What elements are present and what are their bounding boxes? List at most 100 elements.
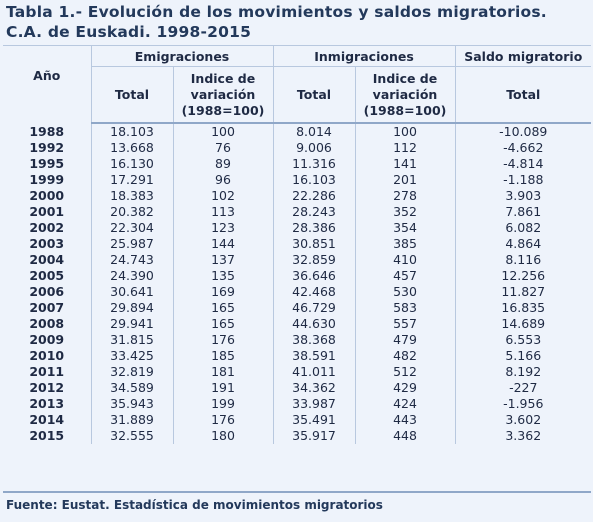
cell-in-idx: 201 xyxy=(354,172,456,188)
cell-em-idx: 123 xyxy=(172,220,273,236)
cell-year: 2003 xyxy=(29,236,65,251)
cell-in-total: 28.386 xyxy=(272,220,355,236)
table-row: 2008 29.941 165 44.630 557 14.689 xyxy=(3,316,592,332)
cell-in-total: 46.729 xyxy=(272,300,355,316)
cell-em-total: 32.555 xyxy=(90,428,173,444)
cell-saldo: 3.903 xyxy=(454,188,592,204)
cell-year: 2007 xyxy=(29,300,65,315)
cell-saldo: -227 xyxy=(454,380,592,396)
cell-year: 2010 xyxy=(29,348,65,363)
migration-table: Año Emigraciones Inmigraciones Saldo mig… xyxy=(3,46,592,444)
cell-em-idx: 169 xyxy=(172,284,273,300)
table-row: 2002 22.304 123 28.386 354 6.082 xyxy=(3,220,592,236)
cell-em-total: 20.382 xyxy=(90,204,173,220)
cell-em-idx: 191 xyxy=(172,380,273,396)
cell-in-idx: 557 xyxy=(354,316,456,332)
table-row: 1995 16.130 89 11.316 141 -4.814 xyxy=(3,156,592,172)
cell-in-idx: 429 xyxy=(354,380,456,396)
table-row: 2014 31.889 176 35.491 443 3.602 xyxy=(3,412,592,428)
table-row: 2010 33.425 185 38.591 482 5.166 xyxy=(3,348,592,364)
cell-year: 2008 xyxy=(29,316,65,331)
cell-saldo: 3.602 xyxy=(454,412,592,428)
header-in-total: Total xyxy=(272,66,355,124)
cell-in-total: 28.243 xyxy=(272,204,355,220)
cell-saldo: 3.362 xyxy=(454,428,592,444)
cell-year: 2004 xyxy=(29,252,65,267)
cell-em-idx: 76 xyxy=(172,140,273,156)
header-year: Año xyxy=(33,68,61,83)
cell-in-total: 41.011 xyxy=(272,364,355,380)
cell-year: 2013 xyxy=(29,396,65,411)
cell-saldo: -10.089 xyxy=(454,123,592,140)
source-footer: Fuente: Eustat. Estadística de movimient… xyxy=(6,498,383,512)
cell-em-total: 31.889 xyxy=(90,412,173,428)
cell-year: 2015 xyxy=(29,428,65,443)
cell-em-idx: 165 xyxy=(172,300,273,316)
table-row: 2003 25.987 144 30.851 385 4.864 xyxy=(3,236,592,252)
cell-em-total: 29.894 xyxy=(90,300,173,316)
cell-year: 1988 xyxy=(29,123,65,139)
cell-em-idx: 113 xyxy=(172,204,273,220)
cell-year: 2012 xyxy=(29,380,65,395)
table-row: 2009 31.815 176 38.368 479 6.553 xyxy=(3,332,592,348)
header-em-indice: Indice de variación (1988=100) xyxy=(172,66,273,124)
cell-saldo: -4.814 xyxy=(454,156,592,172)
cell-in-idx: 583 xyxy=(354,300,456,316)
cell-in-total: 30.851 xyxy=(272,236,355,252)
cell-em-idx: 137 xyxy=(172,252,273,268)
cell-em-idx: 102 xyxy=(172,188,273,204)
cell-em-idx: 176 xyxy=(172,332,273,348)
header-emigraciones: Emigraciones xyxy=(90,46,273,67)
table-row: 2005 24.390 135 36.646 457 12.256 xyxy=(3,268,592,284)
cell-in-total: 34.362 xyxy=(272,380,355,396)
cell-year: 2001 xyxy=(29,204,65,219)
cell-saldo: -4.662 xyxy=(454,140,592,156)
cell-in-total: 11.316 xyxy=(272,156,355,172)
cell-year: 1999 xyxy=(29,172,65,187)
cell-em-idx: 135 xyxy=(172,268,273,284)
cell-em-total: 35.943 xyxy=(90,396,173,412)
header-in-indice: Indice de variación (1988=100) xyxy=(354,66,456,124)
cell-year: 2006 xyxy=(29,284,65,299)
cell-in-total: 38.591 xyxy=(272,348,355,364)
title-line-2: C.A. de Euskadi. 1998-2015 xyxy=(6,23,252,41)
cell-em-total: 31.815 xyxy=(90,332,173,348)
table-row: 2012 34.589 191 34.362 429 -227 xyxy=(3,380,592,396)
cell-in-total: 32.859 xyxy=(272,252,355,268)
header-saldo: Saldo migratorio xyxy=(454,46,592,67)
cell-in-idx: 530 xyxy=(354,284,456,300)
cell-em-total: 16.130 xyxy=(90,156,173,172)
cell-in-idx: 352 xyxy=(354,204,456,220)
cell-in-total: 33.987 xyxy=(272,396,355,412)
cell-saldo: 8.192 xyxy=(454,364,592,380)
cell-year: 2009 xyxy=(29,332,65,347)
cell-em-total: 33.425 xyxy=(90,348,173,364)
cell-em-idx: 165 xyxy=(172,316,273,332)
cell-year: 2011 xyxy=(29,364,65,379)
table-row: 2013 35.943 199 33.987 424 -1.956 xyxy=(3,396,592,412)
cell-saldo: -1.188 xyxy=(454,172,592,188)
cell-em-total: 24.390 xyxy=(90,268,173,284)
cell-year: 1995 xyxy=(29,156,65,171)
cell-saldo: -1.956 xyxy=(454,396,592,412)
cell-in-idx: 410 xyxy=(354,252,456,268)
table-body: 1988 18.103 100 8.014 100 -10.089 1992 13.668 76… xyxy=(3,123,592,444)
cell-saldo: 16.835 xyxy=(454,300,592,316)
cell-em-total: 29.941 xyxy=(90,316,173,332)
cell-year: 2005 xyxy=(29,268,65,283)
table-row: 2001 20.382 113 28.243 352 7.861 xyxy=(3,204,592,220)
cell-em-idx: 199 xyxy=(172,396,273,412)
cell-em-total: 24.743 xyxy=(90,252,173,268)
cell-in-total: 36.646 xyxy=(272,268,355,284)
cell-em-idx: 185 xyxy=(172,348,273,364)
cell-em-idx: 100 xyxy=(172,123,273,140)
table-row: 2007 29.894 165 46.729 583 16.835 xyxy=(3,300,592,316)
cell-em-idx: 96 xyxy=(172,172,273,188)
cell-saldo: 8.116 xyxy=(454,252,592,268)
cell-in-idx: 479 xyxy=(354,332,456,348)
header-inmigraciones: Inmigraciones xyxy=(272,46,456,67)
cell-year: 2014 xyxy=(29,412,65,427)
cell-em-total: 18.383 xyxy=(90,188,173,204)
cell-year: 2002 xyxy=(29,220,65,235)
cell-in-idx: 385 xyxy=(354,236,456,252)
